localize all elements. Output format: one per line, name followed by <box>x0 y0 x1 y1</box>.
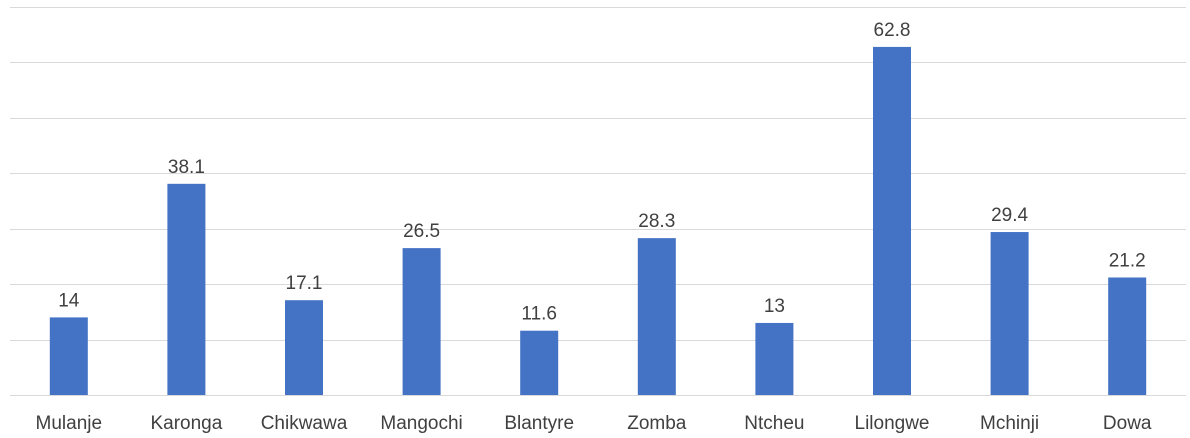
bar-chikwawa <box>285 300 323 395</box>
bar-mulanje <box>49 317 88 395</box>
x-tick-label-mchinji: Mchinji <box>980 413 1039 434</box>
value-label-mulanje: 14 <box>58 290 80 311</box>
bar-karonga <box>167 183 206 395</box>
bar-dowa <box>1108 277 1147 395</box>
gridlines <box>10 7 1186 396</box>
x-tick-label-lilongwe: Lilongwe <box>855 413 930 434</box>
bar-mchinji <box>990 232 1029 395</box>
x-tick-label-mulanje: Mulanje <box>36 413 103 434</box>
x-axis-tick-labels: Mulanje Karonga Chikwawa Mangochi Blantyre Zo… <box>36 413 1152 434</box>
value-label-mchinji: 29.4 <box>991 205 1028 226</box>
x-tick-label-ntcheu: Ntcheu <box>744 413 804 434</box>
x-tick-label-dowa: Dowa <box>1103 413 1152 434</box>
bar-ntcheu <box>755 322 794 395</box>
bar-zomba <box>637 238 676 395</box>
value-label-karonga: 38.1 <box>168 157 205 178</box>
value-label-dowa: 21.2 <box>1109 250 1146 271</box>
value-label-blantyre: 11.6 <box>521 304 557 325</box>
bar-lilongwe <box>873 46 911 396</box>
x-tick-label-mangochi: Mangochi <box>380 413 462 434</box>
bar-mangochi <box>402 248 441 395</box>
value-label-lilongwe: 62.8 <box>874 20 911 41</box>
value-label-zomba: 28.3 <box>638 211 675 232</box>
x-tick-label-karonga: Karonga <box>150 413 222 434</box>
x-tick-label-zomba: Zomba <box>627 413 687 434</box>
bar-blantyre <box>520 330 559 395</box>
value-label-mangochi: 26.5 <box>403 221 440 242</box>
value-labels: 14 38.1 17.1 26.5 11.6 28.3 13 62.8 29.4 21.2 <box>58 20 1145 325</box>
value-label-ntcheu: 13 <box>764 296 785 317</box>
x-tick-label-chikwawa: Chikwawa <box>261 413 348 434</box>
value-label-chikwawa: 17.1 <box>286 273 323 294</box>
x-tick-label-blantyre: Blantyre <box>504 413 574 434</box>
bars <box>49 46 1147 396</box>
